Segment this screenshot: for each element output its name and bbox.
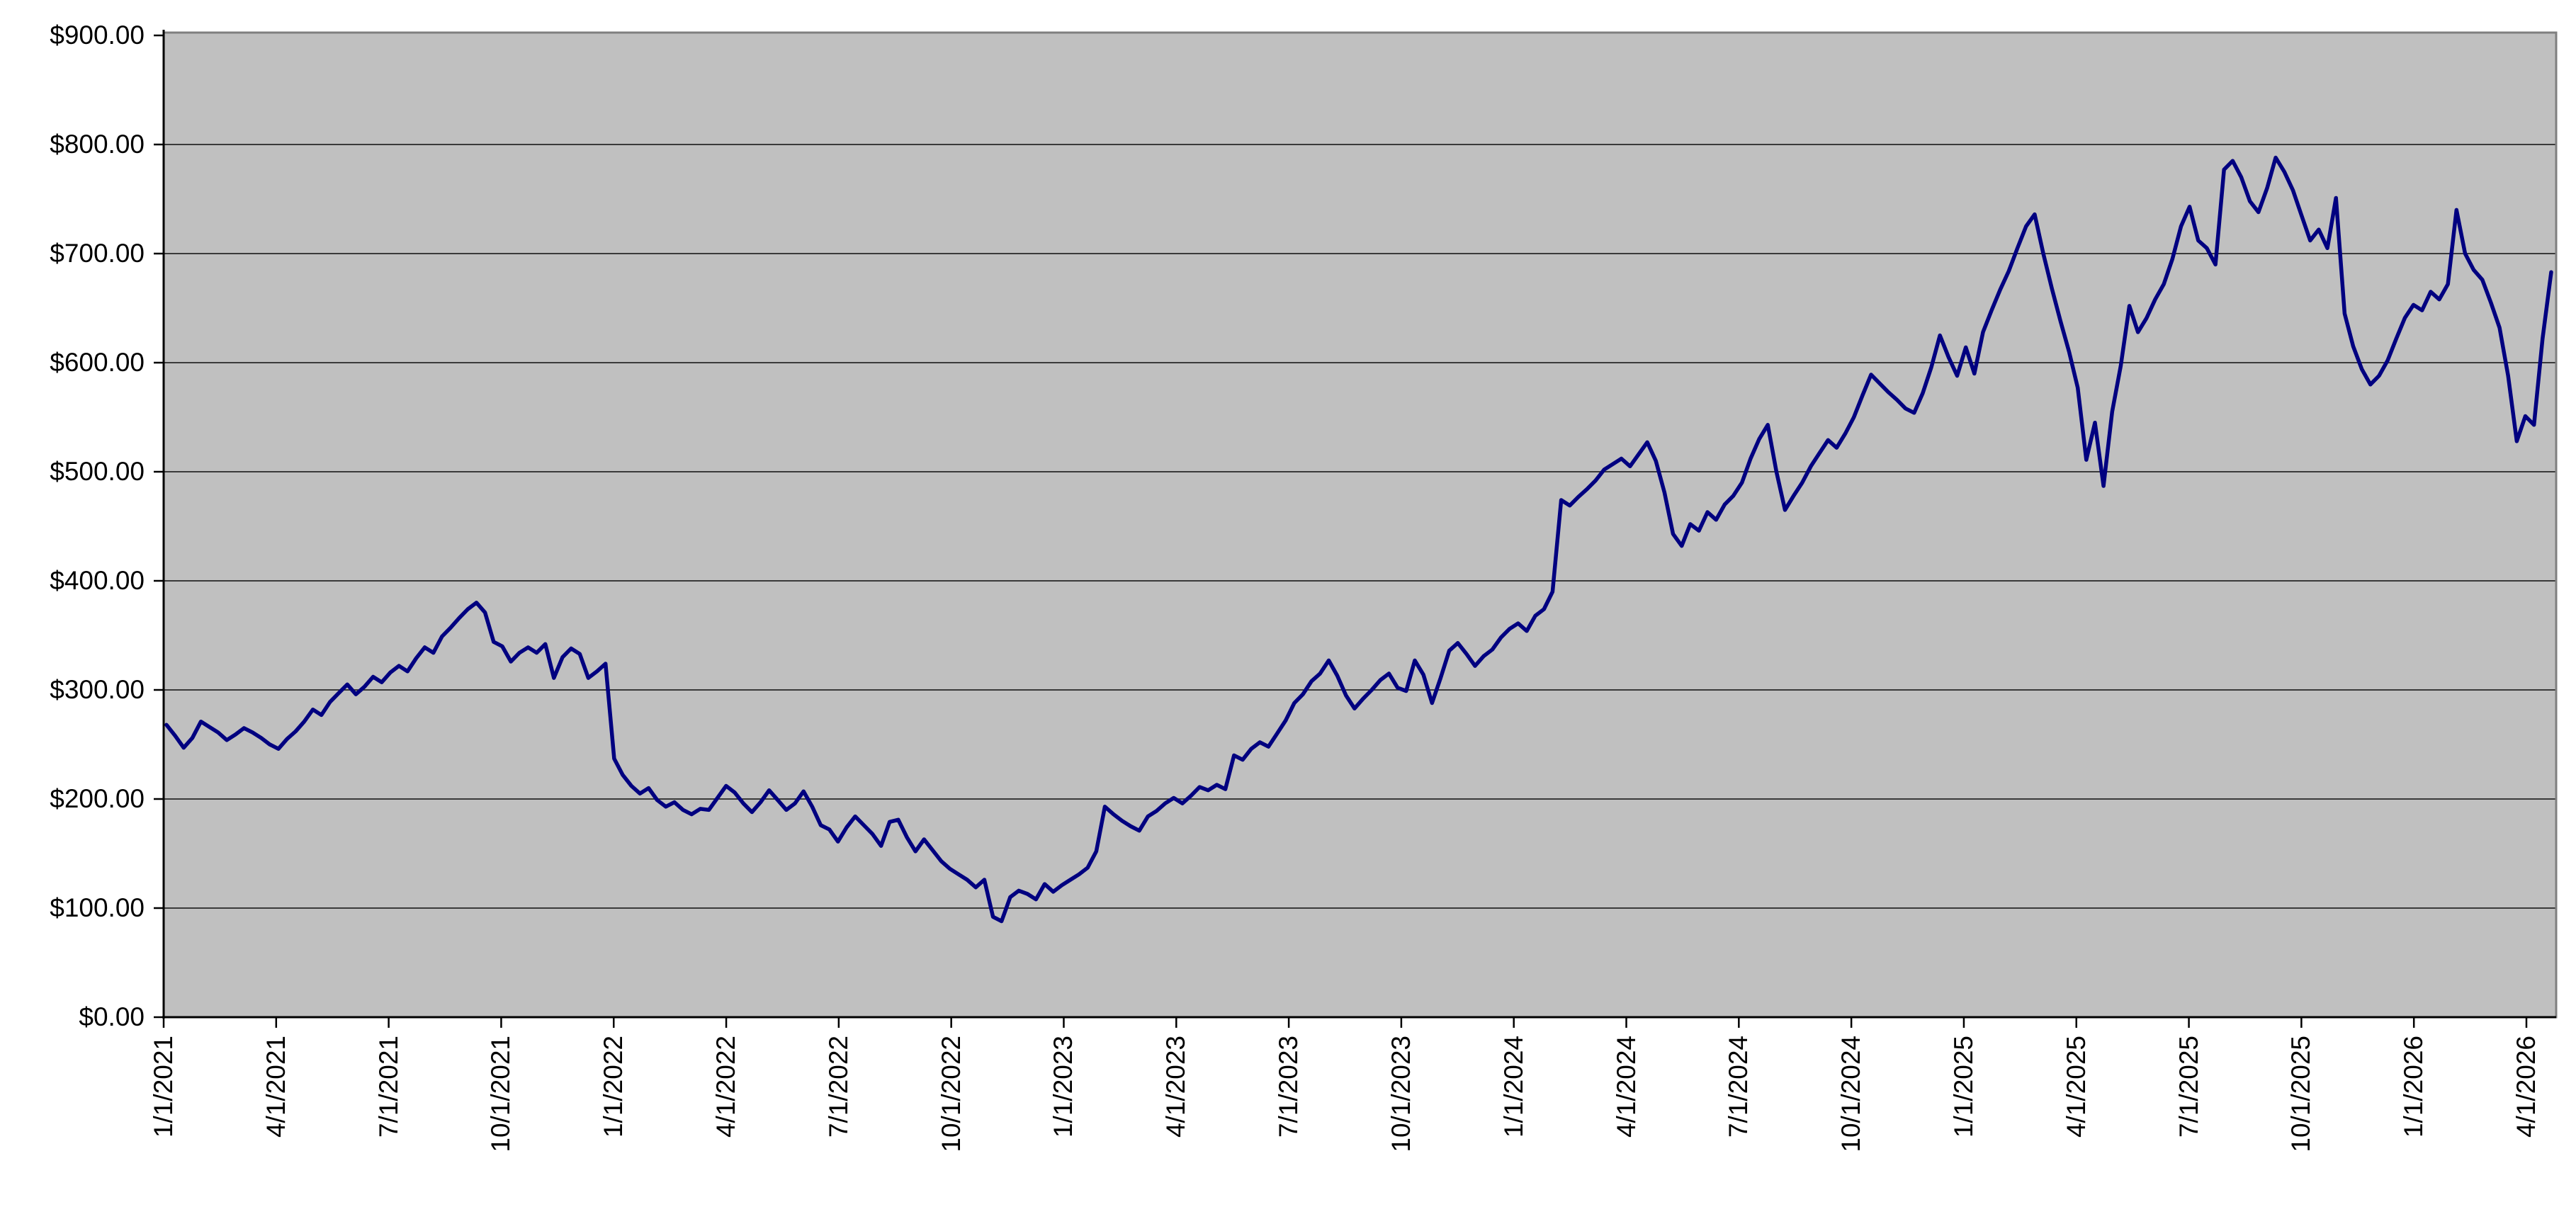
x-axis-label: 10/1/2025: [2286, 1036, 2316, 1152]
x-axis-label: 4/1/2022: [711, 1036, 741, 1138]
x-axis-label: 4/1/2026: [2512, 1036, 2541, 1138]
x-axis-label: 7/1/2023: [1274, 1036, 1304, 1138]
gridlines: [164, 144, 2556, 909]
x-axis-label: 4/1/2025: [2061, 1036, 2091, 1138]
y-axis-label: $600.00: [50, 348, 145, 377]
x-axis-label: 1/1/2026: [2399, 1036, 2429, 1138]
y-axis-label: $800.00: [50, 130, 145, 159]
x-axis-label: 7/1/2024: [1724, 1036, 1753, 1138]
x-axis-label: 7/1/2021: [373, 1036, 403, 1138]
x-axis-label: 7/1/2025: [2174, 1036, 2203, 1138]
x-axis-label: 7/1/2022: [823, 1036, 853, 1138]
x-axis-label: 4/1/2024: [1611, 1036, 1641, 1138]
y-axis-label: $900.00: [50, 21, 145, 50]
x-axis-label: 10/1/2021: [486, 1036, 516, 1152]
x-axis-label: 1/1/2021: [149, 1036, 178, 1138]
price-series-line: [164, 155, 2553, 924]
x-axis-label: 10/1/2024: [1836, 1036, 1866, 1152]
x-axis-label: 10/1/2022: [936, 1036, 966, 1152]
y-axis-label: $700.00: [50, 239, 145, 268]
x-axis-label: 4/1/2021: [261, 1036, 290, 1138]
y-axis-label: $500.00: [50, 457, 145, 486]
axes: [162, 30, 2556, 1019]
plot-area: [164, 33, 2556, 1017]
x-axis-label: 10/1/2023: [1386, 1036, 1416, 1152]
x-axis-label: 1/1/2024: [1498, 1036, 1528, 1138]
axis-ticks: [154, 34, 2528, 1028]
x-axis-label: 1/1/2023: [1049, 1036, 1078, 1138]
plot-border: [162, 31, 2558, 1019]
x-axis-label: 4/1/2023: [1161, 1036, 1191, 1138]
y-axis-label: $200.00: [50, 784, 145, 813]
y-axis-label: $300.00: [50, 675, 145, 704]
x-axis-label: 1/1/2025: [1948, 1036, 1978, 1138]
y-axis-label: $100.00: [50, 893, 145, 922]
y-axis-label: $0.00: [79, 1002, 145, 1031]
x-axis-label: 1/1/2022: [599, 1036, 628, 1138]
y-axis-label: $400.00: [50, 566, 145, 595]
